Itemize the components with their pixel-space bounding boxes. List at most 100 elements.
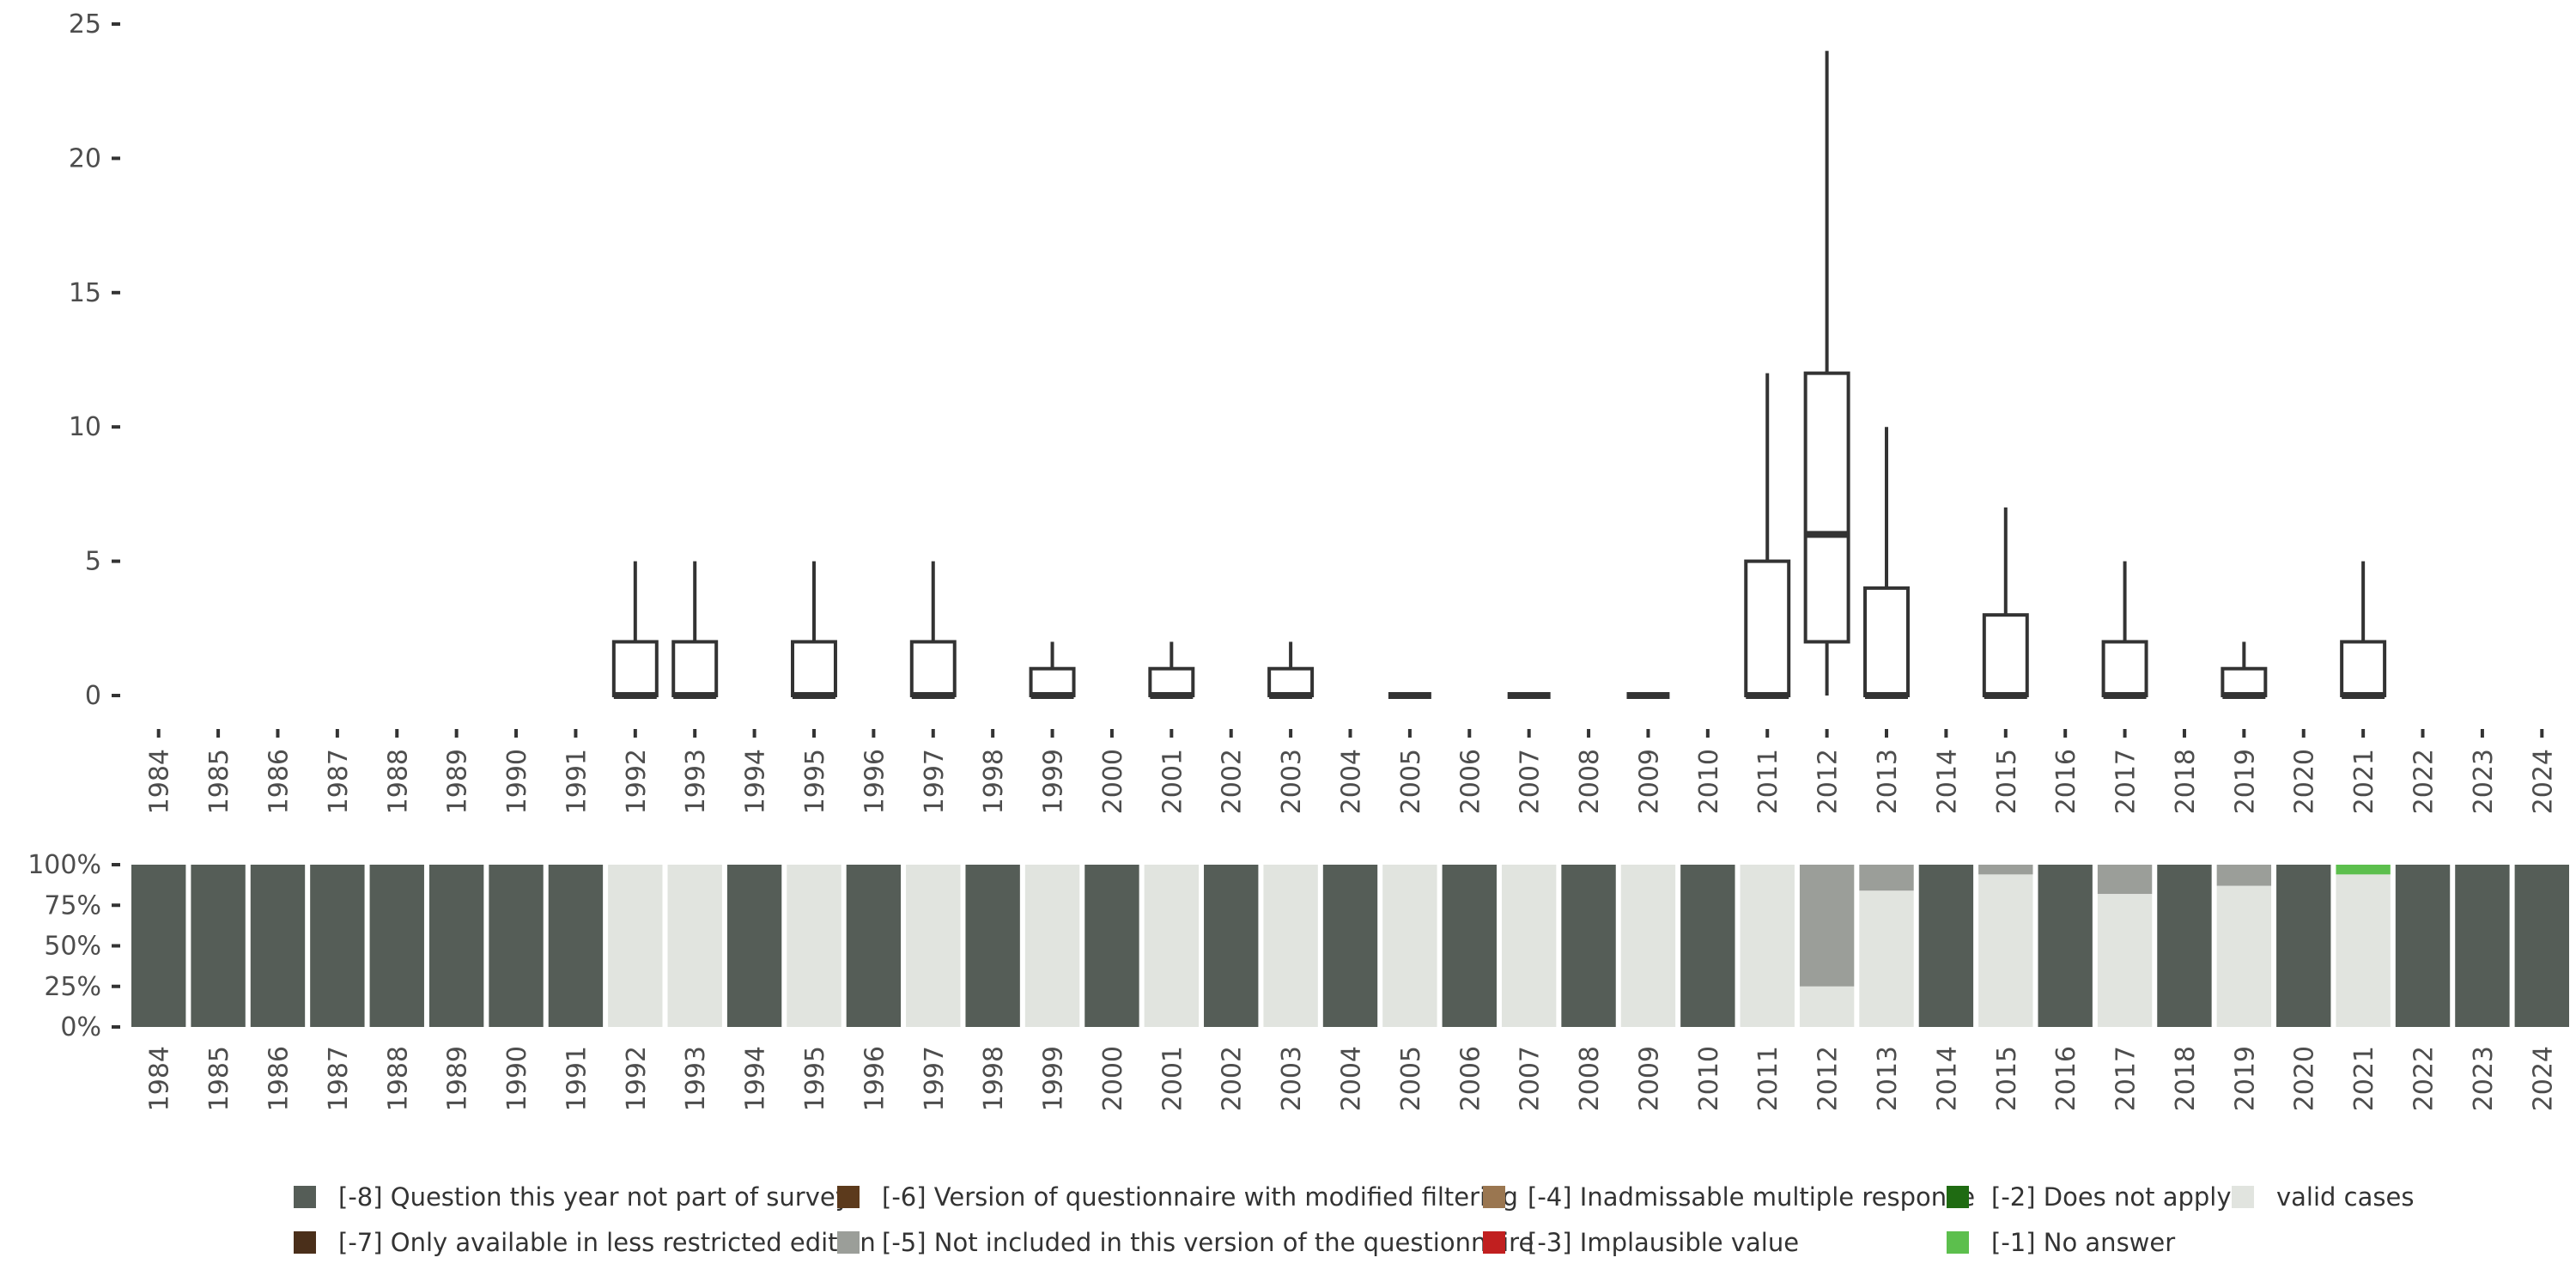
bar-2009 [1620, 865, 1676, 1027]
x-tick-label: 2017 [2111, 749, 2142, 814]
bar-segment [489, 865, 544, 1027]
bar-segment [965, 865, 1020, 1027]
x-tick-label: 2014 [1932, 1046, 1962, 1111]
x-tick-label: 2018 [2171, 749, 2201, 814]
x-tick-label: 2006 [1455, 1046, 1485, 1111]
y-tick-label: 75% [44, 890, 101, 920]
bar-segment [2276, 865, 2331, 1027]
x-tick-label: 2021 [2349, 1046, 2379, 1111]
x-tick-label: 2004 [1337, 749, 1367, 814]
x-tick-label: 1997 [920, 1046, 950, 1111]
x-tick-label: 2022 [2409, 749, 2439, 814]
x-tick-label: 2016 [2051, 1046, 2081, 1111]
y-tick-label: 25% [44, 972, 101, 1002]
bar-2016 [2038, 865, 2093, 1027]
bar-1989 [428, 865, 484, 1027]
bar-segment [667, 865, 722, 1027]
legend-swatch [1947, 1186, 1969, 1208]
bar-segment [2216, 885, 2272, 1027]
bar-1995 [787, 865, 841, 1027]
legend-label: [-3] Implausible value [1528, 1228, 1799, 1257]
legend-swatch [837, 1231, 860, 1254]
x-tick-label: 1990 [502, 749, 532, 814]
bar-2006 [1442, 865, 1497, 1027]
bar-segment [1859, 890, 1914, 1027]
x-tick-label: 1990 [502, 1046, 532, 1111]
legend-swatch [2232, 1186, 2254, 1208]
legend-swatch [1483, 1186, 1505, 1208]
box-iqr [1863, 586, 1910, 698]
x-tick-label: 2007 [1516, 1046, 1546, 1111]
box-2013 [1863, 427, 1910, 699]
bar-segment [2455, 865, 2510, 1027]
x-tick-label: 2003 [1277, 1046, 1307, 1111]
x-tick-label: 1987 [324, 1046, 354, 1111]
bar-2012 [1799, 865, 1855, 1027]
bar-2002 [1204, 865, 1259, 1027]
x-tick-label: 1988 [383, 1046, 413, 1111]
bar-1988 [369, 865, 424, 1027]
x-tick-label: 1999 [1039, 1046, 1069, 1111]
x-tick-label: 1999 [1039, 749, 1069, 814]
bar-2011 [1740, 865, 1795, 1027]
bar-2008 [1561, 865, 1616, 1027]
x-tick-label: 1993 [681, 1046, 711, 1111]
bar-segment [1084, 865, 1139, 1027]
bar-2020 [2276, 865, 2331, 1027]
box-2015 [1982, 507, 2029, 699]
x-tick-label: 1984 [145, 1046, 175, 1111]
x-tick-label: 1989 [443, 749, 473, 814]
x-tick-label: 2023 [2469, 749, 2499, 814]
x-tick-label: 2024 [2528, 1046, 2558, 1111]
bar-1984 [131, 865, 186, 1027]
bar-2003 [1263, 865, 1318, 1027]
x-tick-label: 2020 [2290, 1046, 2320, 1111]
bar-2014 [1918, 865, 1974, 1027]
bar-segment [1918, 865, 1974, 1027]
bar-1992 [608, 865, 663, 1027]
bar-1998 [965, 865, 1020, 1027]
x-tick-label: 2000 [1098, 1046, 1128, 1111]
x-tick-label: 2022 [2409, 1046, 2439, 1111]
x-tick-label: 2012 [1814, 749, 1844, 814]
bar-segment [2157, 865, 2212, 1027]
bar-segment [726, 865, 782, 1027]
bar-1996 [846, 865, 902, 1027]
x-tick-label: 1998 [979, 1046, 1009, 1111]
x-tick-label: 1985 [204, 1046, 234, 1111]
bar-segment [2514, 865, 2569, 1027]
box-iqr [671, 640, 719, 698]
x-tick-label: 1996 [860, 1046, 890, 1111]
y-tick-label: 100% [27, 850, 101, 880]
legend: [-8] Question this year not part of surv… [294, 1182, 2414, 1257]
legend-label: [-4] Inadmissable multiple response [1528, 1182, 1975, 1212]
legend-swatch [837, 1186, 860, 1208]
legend-label: valid cases [2276, 1182, 2414, 1212]
bar-segment [2038, 865, 2093, 1027]
x-tick-label: 2020 [2290, 749, 2320, 814]
x-tick-label: 2002 [1218, 1046, 1248, 1111]
x-tick-label: 2023 [2469, 1046, 2499, 1111]
box-iqr [2340, 640, 2387, 698]
x-tick-label: 1991 [562, 1046, 592, 1111]
box-iqr [1744, 559, 1791, 697]
x-tick-label: 1998 [979, 749, 1009, 814]
bar-segment [1024, 865, 1080, 1027]
legend-label: [-2] Does not apply [1991, 1182, 2232, 1212]
x-tick-label: 2008 [1575, 749, 1605, 814]
box-iqr [791, 640, 837, 698]
bar-2007 [1501, 865, 1557, 1027]
legend-item: [-5] Not included in this version of the… [837, 1228, 1534, 1257]
bar-segment [191, 865, 246, 1027]
bar-segment [1263, 865, 1318, 1027]
box-2011 [1744, 373, 1791, 699]
bar-segment [1561, 865, 1616, 1027]
bar-segment [2216, 865, 2272, 886]
bar-2023 [2455, 865, 2510, 1027]
legend-label: [-8] Question this year not part of surv… [338, 1182, 850, 1212]
bar-segment [1799, 865, 1855, 987]
x-tick-label: 1996 [860, 749, 890, 814]
x-tick-label: 1994 [741, 749, 771, 814]
bar-segment [846, 865, 902, 1027]
x-tick-label: 2000 [1098, 749, 1128, 814]
